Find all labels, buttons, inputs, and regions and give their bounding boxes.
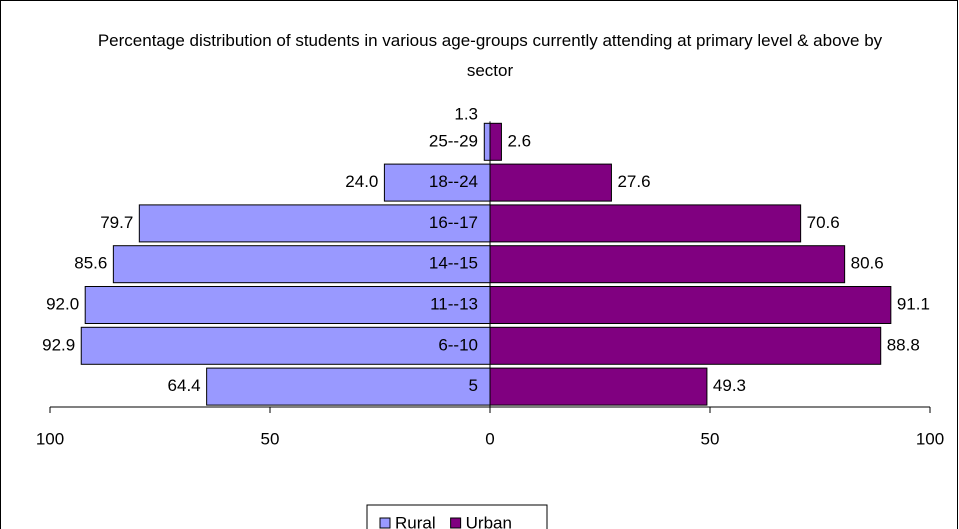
legend-swatch [450,517,462,529]
bar [489,163,612,202]
data-label: 79.7 [100,213,133,232]
data-label: 70.6 [807,213,840,232]
bar [489,286,892,324]
data-label: 92.0 [46,294,79,313]
data-label: 91.1 [897,294,930,313]
bar [112,245,491,284]
category-label: 18--24 [429,172,478,191]
bar [489,245,846,284]
bar [138,204,491,243]
category-label: 11--13 [430,294,478,313]
bar [489,204,802,243]
data-label: 64.4 [168,376,201,395]
category-label: 6--10 [438,335,478,354]
category-label: 16--17 [429,213,478,232]
category-label: 25--29 [429,131,478,150]
category-label: 5 [469,376,478,395]
data-label: 2.6 [507,131,531,150]
legend-label: Rural [395,513,436,529]
data-label: 27.6 [617,172,650,191]
bar [206,367,491,406]
x-tick-label: 100 [916,429,944,448]
chart-title: Percentage distribution of students in v… [97,31,883,80]
data-label: 1.3 [454,104,478,123]
legend-swatch [379,517,391,529]
x-tick-label: 0 [485,429,494,448]
legend-label: Urban [466,513,512,529]
category-label: 14--15 [429,254,478,273]
x-tick-label: 50 [701,429,720,448]
data-label: 49.3 [713,376,746,395]
data-label: 92.9 [42,335,75,354]
data-label: 24.0 [345,172,378,191]
bar [483,122,491,161]
bar [489,367,708,406]
data-label: 88.8 [887,335,920,354]
data-label: 85.6 [74,254,107,273]
bar [80,326,491,365]
bar [489,122,502,161]
x-tick-label: 50 [261,429,280,448]
x-tick-label: 100 [36,429,64,448]
data-label: 80.6 [851,254,884,273]
bar [489,326,882,365]
